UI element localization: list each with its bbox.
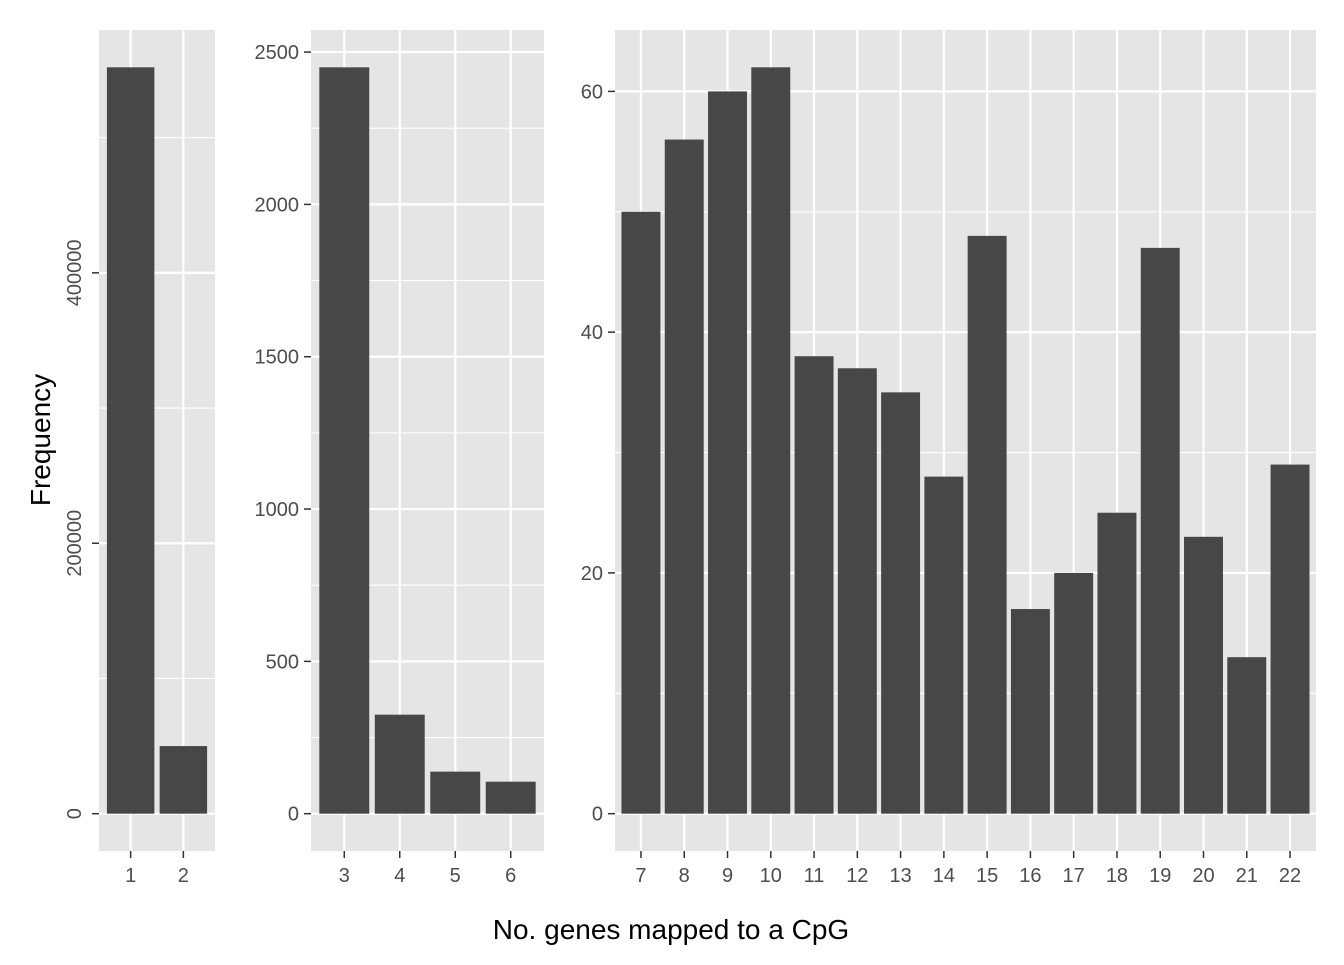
- y-tick-label: 60: [581, 81, 603, 103]
- bar-5: [430, 771, 481, 814]
- y-tick-label: 40: [581, 322, 603, 344]
- y-tick-label: 0: [288, 804, 299, 826]
- bar-9: [708, 91, 747, 814]
- x-tick-label: 17: [1063, 865, 1085, 887]
- x-tick-label: 8: [679, 865, 690, 887]
- x-tick-label: 16: [1019, 865, 1041, 887]
- bar-15: [967, 235, 1007, 814]
- x-tick-label: 4: [394, 865, 405, 887]
- x-tick-label: 18: [1106, 865, 1128, 887]
- y-tick-label: 200000: [64, 510, 86, 577]
- x-tick-label: 9: [722, 865, 733, 887]
- y-tick-label: 1000: [255, 499, 300, 521]
- bar-1: [106, 67, 155, 814]
- y-axis-title: Frequency: [25, 374, 56, 506]
- x-tick-label: 6: [505, 865, 516, 887]
- x-tick-label: 1: [125, 865, 136, 887]
- bar-19: [1140, 247, 1180, 814]
- bar-16: [1010, 609, 1050, 814]
- x-tick-label: 22: [1279, 865, 1301, 887]
- y-tick-label: 0: [592, 804, 603, 826]
- bar-4: [374, 714, 425, 814]
- y-tick-label: 400000: [64, 239, 86, 306]
- x-tick-label: 7: [635, 865, 646, 887]
- x-tick-label: 10: [760, 865, 782, 887]
- x-tick-label: 5: [450, 865, 461, 887]
- bar-8: [664, 139, 704, 814]
- bar-3: [319, 67, 370, 814]
- bar-12: [837, 368, 877, 814]
- panel-1: 0 200000 400000 1 2: [64, 30, 215, 887]
- bar-21: [1227, 657, 1267, 814]
- bar-11: [794, 356, 834, 814]
- bar-20: [1184, 536, 1223, 814]
- y-tick-label: 2000: [255, 194, 300, 216]
- x-tick-label: 13: [889, 865, 911, 887]
- y-tick-label: 20: [581, 563, 603, 585]
- bar-10: [751, 67, 791, 814]
- y-tick-label: 500: [266, 651, 299, 673]
- x-axis-title: No. genes mapped to a CpG: [493, 914, 849, 945]
- x-tick-label: 14: [933, 865, 955, 887]
- bar-17: [1054, 572, 1094, 814]
- x-tick-label: 15: [976, 865, 998, 887]
- bar-7: [621, 211, 661, 814]
- bar-13: [881, 392, 921, 814]
- y-tick-label: 1500: [255, 347, 300, 369]
- bar-2: [159, 746, 208, 814]
- y-tick-label: 2500: [255, 42, 300, 64]
- x-tick-label: 12: [846, 865, 868, 887]
- x-tick-label: 19: [1149, 865, 1171, 887]
- x-tick-label: 21: [1236, 865, 1258, 887]
- x-tick-label: 3: [339, 865, 350, 887]
- bar-22: [1270, 464, 1310, 814]
- y-tick-label: 0: [64, 808, 86, 819]
- x-tick-label: 20: [1192, 865, 1214, 887]
- panel-2: 0 500 1000 1500 2000 2500 3 4 5 6: [255, 30, 544, 887]
- bar-6: [485, 781, 536, 814]
- bar-14: [924, 476, 964, 814]
- panel-3: 0 20 40 60 7 8 9 10 11 12 13 14 15 16 17 18 19 20 21 22: [581, 30, 1316, 887]
- x-tick-label: 11: [804, 865, 825, 887]
- bar-18: [1097, 512, 1137, 814]
- x-tick-label: 2: [178, 865, 189, 887]
